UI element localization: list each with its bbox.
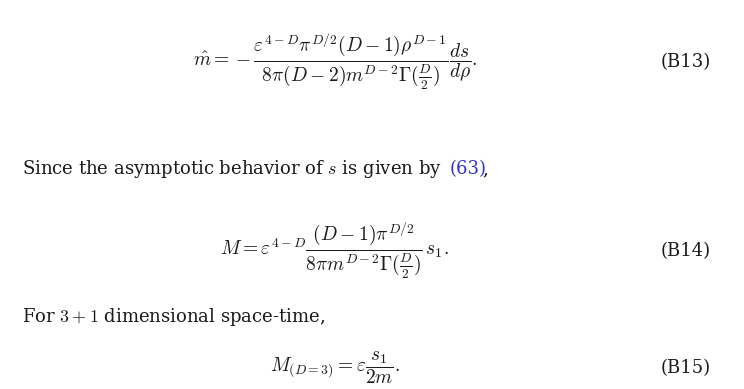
Text: $\hat{m} = -\dfrac{\varepsilon^{4-D}\pi^{D/2}(D-1)\rho^{D-1}}{8\pi(D-2)m^{D-2}\G: $\hat{m} = -\dfrac{\varepsilon^{4-D}\pi^… [193, 32, 477, 93]
Text: For $3 + 1$ dimensional space-time,: For $3 + 1$ dimensional space-time, [22, 306, 325, 328]
Text: $M = \varepsilon^{4-D} \dfrac{(D-1)\pi^{D/2}}{8\pi m^{D-2}\Gamma(\frac{D}{2})}\,: $M = \varepsilon^{4-D} \dfrac{(D-1)\pi^{… [220, 221, 449, 281]
Text: $M_{(D=3)} = \varepsilon \dfrac{s_1}{2m}.$: $M_{(D=3)} = \varepsilon \dfrac{s_1}{2m}… [270, 349, 400, 386]
Text: (B14): (B14) [661, 242, 711, 260]
Text: (63): (63) [450, 160, 487, 178]
Text: Since the asymptotic behavior of $s$ is given by: Since the asymptotic behavior of $s$ is … [22, 158, 442, 180]
Text: ,: , [482, 160, 488, 178]
Text: (B13): (B13) [660, 53, 711, 71]
Text: (B15): (B15) [661, 359, 711, 377]
